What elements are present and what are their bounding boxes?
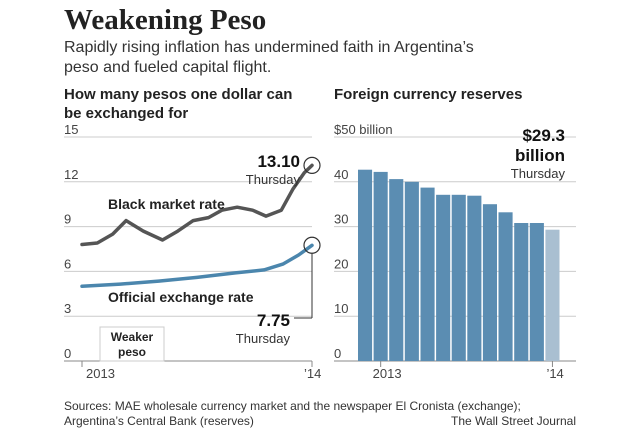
reserves-bar: [436, 194, 451, 361]
reserves-y-tick-label: 20: [334, 256, 348, 271]
reserves-bar: [420, 187, 435, 361]
exchange-chart-annotations: Black market rate Official exchange rate…: [99, 152, 301, 362]
wsj-credit: The Wall Street Journal: [451, 414, 576, 428]
exchange-chart-title-line-2: be exchanged for: [64, 105, 188, 122]
exchange-x-tick-label: 2013: [86, 366, 115, 381]
reserves-bar: [389, 179, 404, 361]
official-rate-line: [80, 243, 314, 289]
official-latest-value: 7.75: [257, 311, 290, 330]
official-latest-day: Thursday: [236, 331, 291, 346]
exchange-y-tick-label: 15: [64, 122, 78, 137]
reserves-bar: [451, 194, 466, 361]
reserves-x-tick-label: 2013: [373, 366, 402, 381]
subtitle-line-2: peso and fueled capital flight.: [64, 59, 271, 76]
official-series-label: Official exchange rate: [108, 289, 254, 305]
exchange-chart-x-axis: 2013 ’14: [81, 361, 321, 381]
exchange-chart-gridlines: [64, 136, 312, 362]
subtitle-line-1: Rapidly rising inflation has undermined …: [64, 39, 474, 56]
reserves-chart-annotations: $29.3 billion Thursday: [511, 126, 566, 181]
graphic-title: Weakening Peso: [64, 4, 266, 36]
exchange-y-tick-label: 6: [64, 256, 71, 271]
source-line-1: Sources: MAE wholesale currency market a…: [64, 399, 521, 413]
black-market-latest-value: 13.10: [257, 152, 300, 171]
reserves-bar: [373, 171, 388, 361]
reserves-bar: [514, 223, 529, 361]
reserves-bar: [545, 229, 560, 361]
reserves-chart-bars: [358, 169, 560, 361]
exchange-chart-series: [80, 156, 321, 319]
weaker-peso-badge-line-1: Weaker: [111, 330, 154, 344]
reserves-chart-y-ticks: 0 10 20 30 40 $50 billion: [334, 122, 393, 361]
reserves-y-tick-label: 10: [334, 301, 348, 316]
black-market-rate-line-endpoint-circle: [303, 156, 321, 174]
exchange-chart-title-line-1: How many pesos one dollar can: [64, 86, 292, 103]
exchange-x-tick-label: ’14: [304, 366, 321, 381]
reserves-bar: [529, 223, 544, 361]
reserves-chart: Foreign currency reserves 0 10 20 30 40 $50 b…: [334, 86, 576, 381]
reserves-bar: [482, 204, 497, 361]
exchange-y-tick-label: 0: [64, 346, 71, 361]
reserves-latest-day: Thursday: [511, 166, 566, 181]
weaker-peso-badge-box: [99, 326, 165, 362]
reserves-bar: [467, 195, 482, 361]
reserves-bar: [358, 169, 373, 361]
black-market-series-label: Black market rate: [108, 196, 225, 212]
black-market-rate-line: [80, 163, 314, 247]
reserves-latest-unit: billion: [515, 146, 565, 165]
reserves-bar: [498, 212, 513, 361]
reserves-bar: [404, 181, 419, 361]
source-line-2: Argentina’s Central Bank (reserves): [64, 414, 254, 428]
reserves-chart-title: Foreign currency reserves: [334, 86, 522, 103]
reserves-y-tick-label: 0: [334, 346, 341, 361]
reserves-y-tick-label: 40: [334, 167, 348, 182]
exchange-y-tick-label: 3: [64, 301, 71, 316]
reserves-latest-value: $29.3: [522, 126, 565, 145]
reserves-y-tick-label: $50 billion: [334, 122, 393, 137]
exchange-rate-chart: How many pesos one dollar can be exchang…: [64, 86, 321, 381]
reserves-chart-x-axis: 2013 ’14: [373, 361, 564, 381]
weaker-peso-badge-line-2: peso: [118, 345, 146, 359]
weaker-peso-badge: Weaker peso: [99, 326, 165, 362]
exchange-chart-y-ticks: 0 3 6 9 12 15: [64, 122, 78, 361]
reserves-y-tick-label: 30: [334, 212, 348, 227]
black-market-latest-day: Thursday: [246, 172, 301, 187]
exchange-y-tick-label: 9: [64, 212, 71, 227]
exchange-y-tick-label: 12: [64, 167, 78, 182]
reserves-x-tick-label: ’14: [546, 366, 563, 381]
